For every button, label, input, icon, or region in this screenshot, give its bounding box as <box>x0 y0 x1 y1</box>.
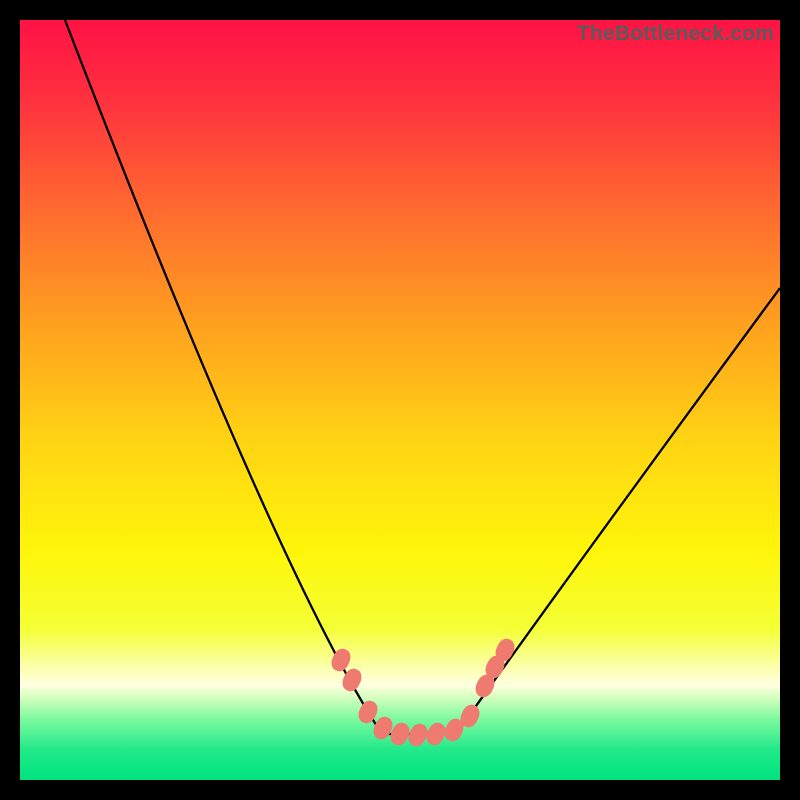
plot-area: TheBottleneck.com <box>20 20 780 780</box>
bottleneck-curve <box>65 20 780 734</box>
watermark-text: TheBottleneck.com <box>577 22 774 46</box>
chart-frame: TheBottleneck.com <box>0 0 800 800</box>
curve-layer <box>20 20 780 780</box>
